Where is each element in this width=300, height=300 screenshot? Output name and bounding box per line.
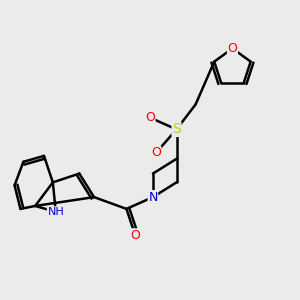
- Text: NH: NH: [47, 207, 64, 217]
- Text: O: O: [145, 111, 155, 124]
- Text: S: S: [172, 122, 181, 136]
- Text: N: N: [148, 190, 158, 204]
- Text: O: O: [130, 229, 140, 242]
- Text: O: O: [151, 146, 161, 159]
- Text: O: O: [227, 42, 237, 55]
